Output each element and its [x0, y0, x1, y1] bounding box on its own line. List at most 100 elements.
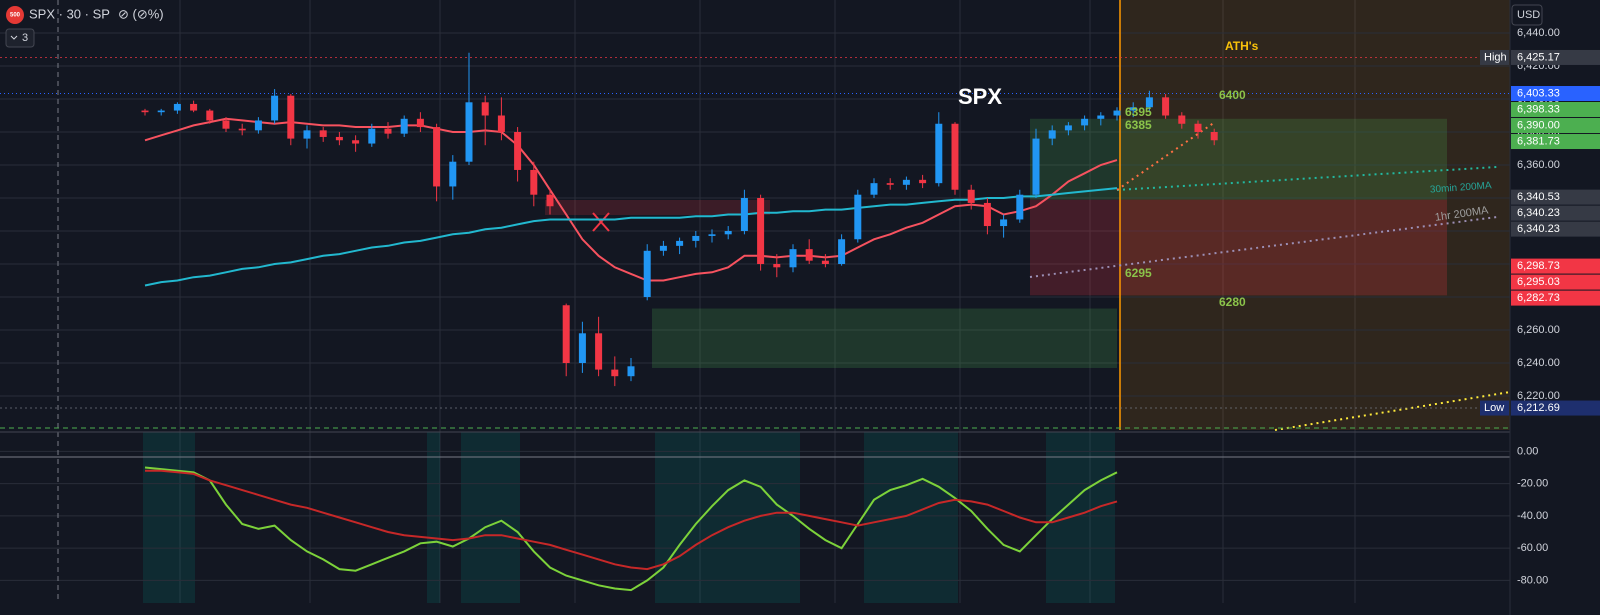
candle-body	[1210, 132, 1218, 141]
y-tick-label: -20.00	[1517, 478, 1548, 490]
logo-text: 500	[10, 13, 21, 19]
zone	[652, 308, 1117, 368]
main-layer	[0, 0, 1511, 603]
symbol-logo	[6, 6, 24, 24]
candle-body	[724, 231, 732, 235]
candle-body	[659, 245, 667, 251]
candle-body	[1178, 115, 1186, 124]
zone	[1030, 199, 1447, 296]
candle-body	[692, 235, 700, 241]
candle-body	[238, 128, 246, 131]
candle-body	[1016, 194, 1024, 220]
candle-body	[190, 103, 198, 111]
y-tick-label: 6,440.00	[1517, 27, 1560, 39]
candle-body	[902, 179, 910, 185]
candle-body	[578, 333, 586, 363]
y-tick-label: 6,260.00	[1517, 324, 1560, 336]
candle-body	[595, 333, 603, 370]
candle-body	[368, 128, 376, 144]
candle-body	[222, 120, 230, 129]
candle-body	[335, 136, 343, 141]
price-label-box	[1511, 221, 1600, 237]
candle-body	[254, 120, 262, 131]
candle-body	[1064, 125, 1072, 131]
trendline-projection	[1116, 121, 1216, 191]
price-label: 6,340.53	[1517, 191, 1560, 203]
candle-body	[951, 123, 959, 190]
candle-body	[287, 95, 295, 139]
header: 500 SPX · 30 · SP ⊘ (⊘%) 3	[5, 6, 164, 48]
candle-body	[546, 194, 554, 207]
candle-body	[1113, 110, 1121, 116]
indicators-toggle[interactable]	[5, 28, 35, 48]
candle-body	[983, 202, 991, 227]
candle-body	[919, 179, 927, 184]
candle-body	[1129, 107, 1137, 111]
oscillator-highlights	[143, 432, 1115, 603]
y-tick-label: 6,240.00	[1517, 357, 1560, 369]
price-label-box	[1511, 102, 1600, 118]
price-tag: High	[1484, 51, 1507, 63]
level-annotation: 6385	[1125, 118, 1152, 132]
candle-body	[740, 198, 748, 231]
price-label-box	[1511, 400, 1600, 416]
price-label-box	[1511, 189, 1600, 205]
line-series	[145, 469, 1118, 571]
candle-body	[514, 132, 522, 170]
line-series	[144, 117, 1118, 282]
candle-body	[1097, 115, 1105, 119]
candle-body	[757, 198, 765, 264]
price-label-box	[1511, 118, 1600, 134]
highlight-band	[864, 432, 958, 603]
price-label-box	[1511, 274, 1600, 290]
candle-body	[1194, 123, 1202, 132]
highlight-band	[143, 432, 195, 603]
price-label-box	[1511, 205, 1600, 221]
cross-marker	[592, 212, 610, 232]
y-tick-label: -80.00	[1517, 574, 1548, 586]
symbol-title[interactable]: SPX · 30 · SP	[29, 6, 110, 21]
price-label-box	[1511, 49, 1600, 65]
currency-box[interactable]	[1511, 4, 1543, 26]
currency[interactable]: USD	[1517, 9, 1540, 21]
annotation-layer: SPX ATH's 6400 6395 6385 6295 6280 30min…	[958, 39, 1492, 309]
candle-body	[854, 194, 862, 240]
price-tag-box	[1480, 49, 1509, 65]
price-label-box	[1511, 290, 1600, 306]
candle-body	[1000, 219, 1008, 227]
candle-body	[173, 103, 181, 111]
y-tick-label: -60.00	[1517, 542, 1548, 554]
y-tick-label: 6,360.00	[1517, 159, 1560, 171]
price-label: 6,390.00	[1517, 119, 1560, 131]
forecast-region	[1120, 0, 1510, 430]
candle-body	[352, 140, 360, 144]
level-annotation: 6395	[1125, 105, 1152, 119]
change-value: ⊘ (⊘%)	[118, 6, 164, 21]
price-tag-box	[1480, 400, 1509, 416]
candle-body	[627, 366, 635, 377]
candle-body	[1162, 97, 1170, 116]
highlight-band	[1046, 432, 1115, 603]
candle-body	[1081, 118, 1089, 126]
price-label-box	[1511, 86, 1600, 102]
candle-body	[497, 115, 505, 132]
zone	[1030, 118, 1447, 200]
candle-body	[319, 130, 327, 137]
candle-body	[935, 123, 943, 184]
y-tick-label: -40.00	[1517, 510, 1548, 522]
candle-body	[465, 102, 473, 162]
candle-body	[967, 189, 975, 203]
price-label: 6,403.33	[1517, 87, 1560, 99]
level-annotation: 6295	[1125, 266, 1152, 280]
candle-body	[157, 110, 165, 113]
indicator-count[interactable]: 3	[22, 32, 28, 44]
chevron-icon[interactable]	[10, 35, 18, 40]
candle-body	[416, 118, 424, 128]
symbol-annotation: SPX	[958, 84, 1002, 109]
candle-body	[773, 264, 781, 268]
price-tag: Low	[1484, 402, 1504, 414]
ath-annotation: ATH's	[1225, 39, 1259, 53]
highlight-band	[461, 432, 520, 603]
